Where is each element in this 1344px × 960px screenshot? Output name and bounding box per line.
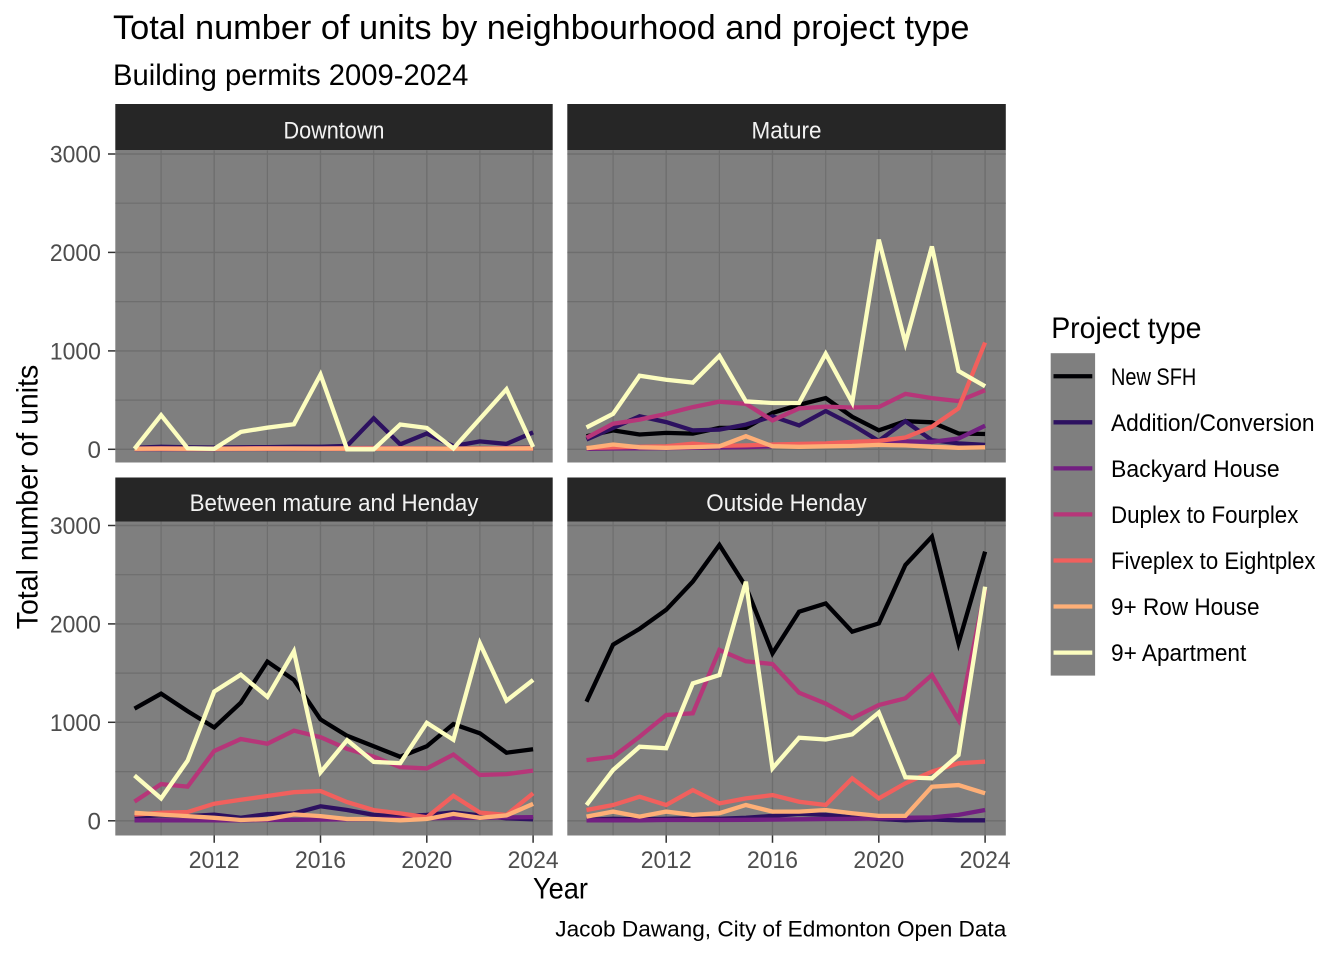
- svg-text:2024: 2024: [508, 847, 559, 874]
- svg-text:Fiveplex to Eightplex: Fiveplex to Eightplex: [1111, 548, 1316, 575]
- svg-text:0: 0: [87, 808, 100, 835]
- svg-text:Duplex to Fourplex: Duplex to Fourplex: [1111, 502, 1298, 529]
- svg-text:Mature: Mature: [752, 118, 822, 145]
- svg-text:Total number of units by neigh: Total number of units by neighbourhood a…: [113, 9, 969, 47]
- svg-text:2020: 2020: [401, 847, 452, 874]
- svg-text:2012: 2012: [641, 847, 692, 874]
- svg-text:1000: 1000: [50, 339, 101, 366]
- svg-text:2000: 2000: [50, 612, 101, 639]
- svg-text:2016: 2016: [295, 847, 346, 874]
- svg-text:Downtown: Downtown: [284, 118, 385, 145]
- svg-text:New SFH: New SFH: [1111, 364, 1196, 391]
- svg-text:9+ Row House: 9+ Row House: [1111, 594, 1260, 621]
- svg-text:Outside Henday: Outside Henday: [706, 490, 867, 517]
- svg-text:3000: 3000: [50, 513, 101, 540]
- svg-text:Total number of units: Total number of units: [12, 365, 45, 630]
- svg-text:2020: 2020: [853, 847, 904, 874]
- svg-text:Building permits 2009-2024: Building permits 2009-2024: [113, 59, 468, 92]
- svg-text:2016: 2016: [747, 847, 798, 874]
- svg-text:3000: 3000: [50, 142, 101, 169]
- svg-text:Jacob Dawang, City of Edmonton: Jacob Dawang, City of Edmonton Open Data: [555, 917, 1006, 942]
- svg-text:9+ Apartment: 9+ Apartment: [1111, 640, 1247, 667]
- svg-text:1000: 1000: [50, 710, 101, 737]
- svg-text:Between mature and Henday: Between mature and Henday: [190, 490, 479, 517]
- svg-text:Year: Year: [533, 873, 588, 906]
- svg-text:2000: 2000: [50, 240, 101, 267]
- svg-text:Backyard House: Backyard House: [1111, 456, 1280, 483]
- svg-text:2024: 2024: [960, 847, 1011, 874]
- svg-text:Project type: Project type: [1051, 312, 1201, 345]
- svg-text:0: 0: [87, 437, 100, 464]
- svg-text:2012: 2012: [189, 847, 240, 874]
- svg-text:Addition/Conversion: Addition/Conversion: [1111, 410, 1315, 437]
